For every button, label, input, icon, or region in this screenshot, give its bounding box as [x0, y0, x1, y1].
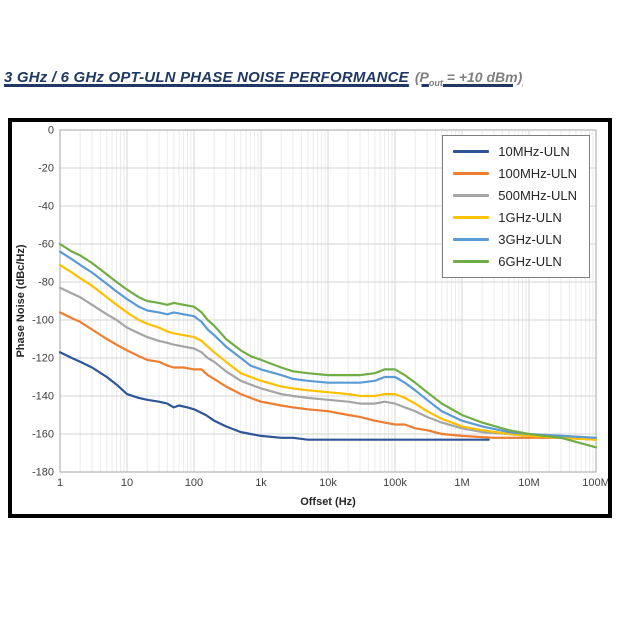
series-line-6GHz-ULN [58, 242, 598, 449]
x-tick-label: 1k [255, 477, 267, 489]
y-tick-label: -80 [38, 277, 54, 289]
legend-line-swatch [453, 216, 490, 219]
x-tick-label: 100M [582, 477, 608, 489]
page-title-condition: (Pout = +10 dBm) [414, 69, 523, 88]
y-tick-label: -160 [32, 429, 54, 441]
y-axis-label: Phase Noise (dBc/Hz) [15, 244, 27, 357]
y-tick-label: -40 [38, 201, 54, 213]
legend-line-swatch [453, 260, 490, 263]
y-tick-label: -60 [38, 239, 54, 251]
legend-label: 6GHz-ULN [498, 254, 562, 269]
x-tick-label: 100 [185, 477, 203, 489]
page-title: 3 GHz / 6 GHz OPT-ULN PHASE NOISE PERFOR… [4, 53, 618, 90]
legend-label: 10MHz-ULN [498, 144, 570, 159]
legend-label: 100MHz-ULN [498, 166, 577, 181]
y-tick-label: -100 [32, 315, 54, 327]
chart-frame: 1 10 100 1k 10k 100k 1M 10M 100M 0 -20 -40 -60 -80 -10… [8, 118, 612, 518]
page-title-main: 3 GHz / 6 GHz OPT-ULN PHASE NOISE PERFOR… [4, 69, 409, 86]
series-line-500MHz-ULN [58, 286, 598, 439]
series-line-1GHz-ULN [58, 263, 598, 441]
y-tick-label: -180 [32, 467, 54, 479]
plot-border [59, 129, 597, 473]
x-tick-label: 100k [383, 477, 407, 489]
y-tick-label: -140 [32, 391, 54, 403]
series-line-100MHz-ULN [58, 311, 598, 441]
y-tick-label: -20 [38, 163, 54, 175]
series-line-3GHz-ULN [58, 250, 598, 439]
x-tick-label: 10k [319, 477, 337, 489]
x-tick-label: 10M [518, 477, 539, 489]
legend-label: 500MHz-ULN [498, 188, 577, 203]
legend-item: 6GHz-ULN [453, 254, 577, 269]
legend-item: 3GHz-ULN [453, 232, 577, 247]
legend-line-swatch [453, 150, 490, 153]
x-tick-label: 1 [57, 477, 63, 489]
title-subscript: out [428, 77, 443, 88]
y-tick-label: 0 [48, 125, 54, 137]
legend-label: 1GHz-ULN [498, 210, 562, 225]
legend-label: 3GHz-ULN [498, 232, 562, 247]
legend-item: 1GHz-ULN [453, 210, 577, 225]
series-line-10MHz-ULN [58, 351, 490, 441]
legend-item: 10MHz-ULN [453, 144, 577, 159]
legend-line-swatch [453, 194, 490, 197]
legend-item: 100MHz-ULN [453, 166, 577, 181]
legend-item: 500MHz-ULN [453, 188, 577, 203]
x-tick-label: 1M [454, 477, 469, 489]
legend: 10MHz-ULN 100MHz-ULN 500MHz-ULN 1GHz-ULN 3GH… [442, 135, 590, 278]
legend-line-swatch [453, 238, 490, 241]
x-tick-label: 10 [121, 477, 133, 489]
legend-line-swatch [453, 172, 490, 175]
y-tick-label: -120 [32, 353, 54, 365]
x-axis-label: Offset (Hz) [300, 496, 356, 508]
